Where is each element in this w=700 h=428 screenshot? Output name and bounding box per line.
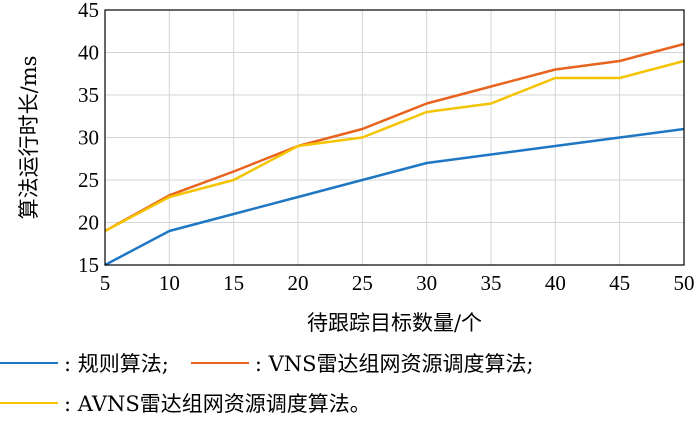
x-tick-label: 10: [159, 271, 180, 295]
series-line-2: [104, 59, 685, 233]
legend-label-rule: : 规则算法;: [64, 352, 169, 376]
y-tick-label: 45: [78, 0, 99, 22]
x-tick-labels: 5 10 15 20 25 30 35 40 45 50: [100, 271, 695, 295]
x-tick-label: 40: [545, 271, 566, 295]
series-line-1: [104, 42, 685, 233]
plot-frame: [104, 9, 685, 266]
legend-label-vns: : VNS雷达组网资源调度算法;: [254, 352, 534, 376]
y-tick-label: 35: [78, 83, 99, 107]
legend-row-2: : AVNS雷达组网资源调度算法。: [0, 388, 393, 418]
y-tick-label: 25: [78, 168, 99, 192]
x-tick-label: 5: [100, 271, 111, 295]
y-tick-label: 20: [78, 211, 99, 235]
x-tick-label: 20: [288, 271, 309, 295]
legend-swatch-avns: [0, 402, 58, 404]
x-tick-label: 50: [674, 271, 695, 295]
legend-row-1: : 规则算法; : VNS雷达组网资源调度算法;: [0, 348, 556, 378]
y-tick-labels: 15 20 25 30 35 40 45: [78, 0, 99, 277]
legend-item-avns: : AVNS雷达组网资源调度算法。: [0, 388, 371, 418]
y-tick-label: 40: [78, 41, 99, 65]
legend-item-vns: : VNS雷达组网资源调度算法;: [190, 348, 534, 378]
y-tick-label: 15: [78, 253, 99, 277]
x-tick-label: 30: [416, 271, 437, 295]
series-lines: [104, 42, 685, 267]
x-axis-title: 待跟踪目标数量/个: [307, 311, 482, 335]
series-line-0: [104, 127, 685, 267]
legend-label-avns: : AVNS雷达组网资源调度算法。: [64, 392, 371, 416]
y-tick-label: 30: [78, 126, 99, 150]
line-chart: 5 10 15 20 25 30 35 40 45 50 15 20 25 30 35 40 45 待跟踪目标…: [17, 0, 695, 335]
legend-item-rule: : 规则算法;: [0, 348, 169, 378]
x-tick-label: 25: [352, 271, 373, 295]
x-tick-label: 15: [223, 271, 244, 295]
x-tick-label: 35: [481, 271, 502, 295]
y-axis-title: 算法运行时长/ms: [17, 56, 41, 220]
grid-lines: [104, 9, 685, 266]
legend-swatch-vns: [190, 362, 249, 364]
legend-swatch-rule: [0, 362, 58, 364]
x-tick-label: 45: [609, 271, 630, 295]
